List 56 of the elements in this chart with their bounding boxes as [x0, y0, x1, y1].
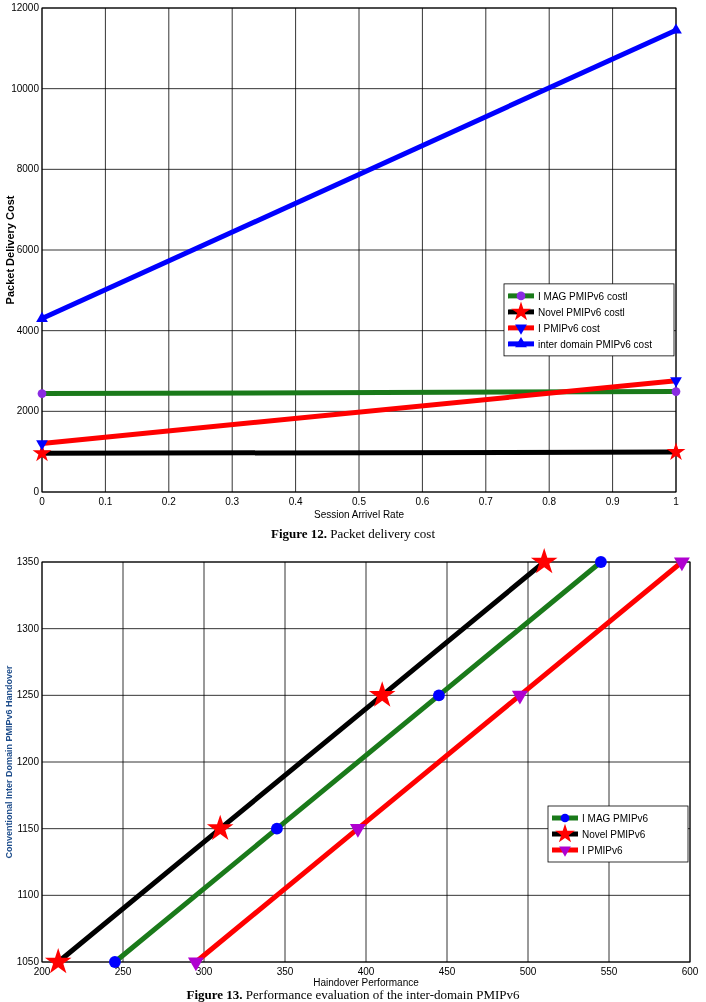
point — [530, 548, 558, 574]
x-tick-label: 0.4 — [288, 496, 303, 507]
x-tick-label: 500 — [519, 966, 537, 977]
x-tick-label: 0.3 — [225, 496, 240, 507]
x-tick-label: 250 — [114, 966, 132, 977]
x-tick-label: 0.5 — [352, 496, 367, 507]
legend-label: I PMIPv6 — [582, 845, 623, 856]
x-tick-label: 0.2 — [161, 496, 177, 507]
y-tick-label: 2000 — [16, 405, 40, 417]
y-tick-label: 8000 — [16, 163, 40, 175]
legend-label: Novel PMIPv6 — [582, 829, 646, 840]
x-tick-label: 550 — [600, 966, 618, 977]
point — [432, 689, 445, 702]
point — [671, 387, 681, 396]
point — [368, 681, 396, 707]
point — [37, 389, 47, 398]
x-tick-label: 200 — [33, 966, 51, 977]
point — [594, 556, 607, 568]
text: Figure 13. Performance evaluation of the inter-domain PMIPv6 — [186, 987, 521, 1002]
x-axis-title: Session Arrivel Rate — [313, 509, 405, 520]
y-tick-label: 1100 — [17, 889, 40, 901]
x-tick-label: 0.9 — [605, 496, 620, 507]
x-tick-label: 0.7 — [478, 496, 494, 507]
x-tick-label: 0.8 — [542, 496, 557, 507]
legend-label: I MAG PMIPv6 — [582, 813, 649, 824]
y-tick-label: 12000 — [11, 2, 40, 13]
y-tick-label: 1200 — [16, 756, 40, 767]
y-axis-title: Packet Delivery Cost — [4, 195, 16, 305]
point — [108, 956, 121, 968]
y-tick-label: 1150 — [17, 822, 40, 834]
legend-label: Novel PMIPv6 costl — [538, 306, 625, 318]
legend-label: inter domain PMIPv6 cost — [538, 338, 653, 350]
x-tick-label: 350 — [276, 966, 294, 977]
point — [270, 822, 283, 835]
point — [206, 814, 234, 840]
legend-label: I MAG PMIPv6 costl — [538, 290, 628, 302]
y-tick-label: 1300 — [16, 622, 40, 634]
x-tick-label: 600 — [681, 966, 699, 977]
legend-label: I PMIPv6 cost — [538, 322, 600, 334]
y-tick-label: 10000 — [11, 82, 40, 94]
x-tick-label: 450 — [438, 966, 456, 977]
x-tick-label: 1 — [673, 496, 680, 507]
y-tick-label: 1250 — [16, 689, 40, 701]
y-tick-label: 1350 — [16, 556, 40, 567]
y-axis-title: Conventional Inter Domain PMIPv6 Handover — [4, 664, 14, 859]
y-tick-label: 6000 — [16, 244, 40, 255]
x-tick-label: 0.6 — [415, 496, 430, 507]
x-axis-title: Haindover Performance — [313, 977, 420, 988]
x-tick-label: 300 — [195, 966, 213, 977]
text: Figure 12. Packet delivery cost — [270, 526, 436, 541]
point — [666, 442, 686, 461]
y-tick-label: 1050 — [16, 956, 40, 967]
y-tick-label: 4000 — [16, 324, 40, 336]
x-tick-label: 0.1 — [98, 496, 113, 507]
x-tick-label: 400 — [357, 966, 375, 977]
y-tick-label: 0 — [33, 486, 40, 497]
